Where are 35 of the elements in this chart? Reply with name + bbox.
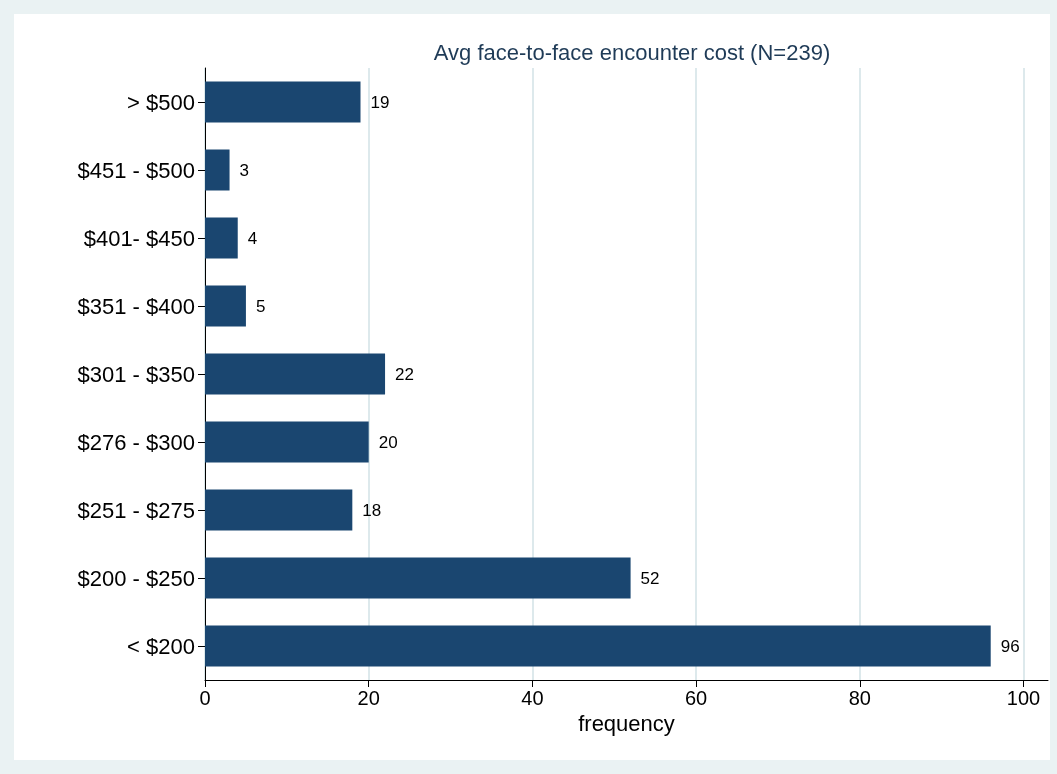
data-label: 22: [395, 364, 414, 384]
y-tick-label: $200 - $250: [77, 565, 195, 591]
bar: [205, 149, 230, 191]
x-tick-label: 100: [1006, 687, 1041, 709]
y-tick-label: > $500: [127, 89, 195, 115]
data-label: 96: [1000, 636, 1020, 656]
bar: [205, 557, 631, 599]
bar: [205, 625, 991, 667]
data-label: 20: [378, 432, 398, 452]
x-tick-label: 40: [521, 687, 544, 709]
data-label: 18: [362, 500, 382, 520]
bar: [205, 217, 238, 259]
bar: [205, 489, 353, 531]
data-label: 3: [239, 160, 250, 180]
x-tick-label: 60: [684, 687, 708, 709]
y-tick-label: $301 - $350: [77, 361, 195, 387]
y-tick-label: < $200: [127, 633, 195, 659]
y-tick-label: $451 - $500: [77, 157, 195, 183]
y-tick-label: $351 - $400: [77, 293, 195, 319]
y-tick-label: $251 - $275: [77, 497, 195, 523]
data-label: 5: [255, 296, 266, 316]
x-tick-label: 20: [357, 687, 380, 709]
x-axis-title: frequency: [578, 711, 675, 737]
chart-title: Avg face-to-face encounter cost (N=239): [433, 39, 831, 65]
data-label: 52: [640, 568, 660, 588]
data-label: 19: [370, 92, 390, 112]
y-tick-label: $276 - $300: [77, 429, 195, 455]
bar: [205, 285, 246, 327]
x-tick-label: 0: [199, 687, 211, 709]
bar: [205, 353, 386, 395]
bar: [205, 421, 369, 463]
data-label: 4: [247, 228, 258, 248]
bar: [205, 81, 361, 123]
x-tick-label: 80: [848, 687, 871, 709]
y-tick-label: $401- $450: [83, 225, 195, 251]
